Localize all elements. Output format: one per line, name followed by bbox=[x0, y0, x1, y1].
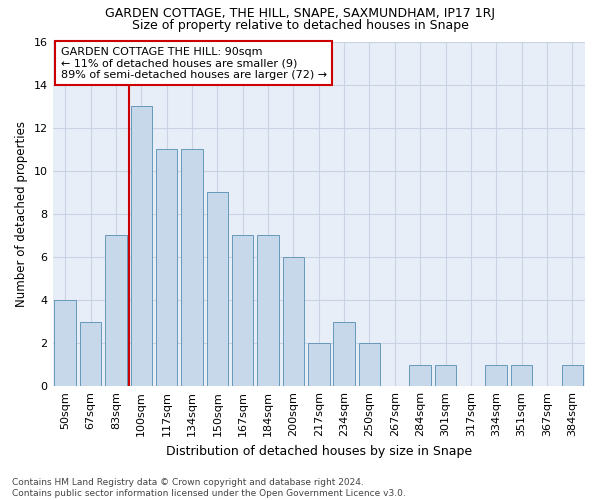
Bar bbox=[131, 106, 152, 386]
Bar bbox=[308, 343, 329, 386]
Bar bbox=[511, 364, 532, 386]
Text: Contains HM Land Registry data © Crown copyright and database right 2024.
Contai: Contains HM Land Registry data © Crown c… bbox=[12, 478, 406, 498]
Bar bbox=[562, 364, 583, 386]
Bar bbox=[359, 343, 380, 386]
Bar bbox=[334, 322, 355, 386]
Bar bbox=[55, 300, 76, 386]
Y-axis label: Number of detached properties: Number of detached properties bbox=[15, 121, 28, 307]
Bar bbox=[232, 236, 253, 386]
Bar bbox=[80, 322, 101, 386]
Bar bbox=[206, 192, 228, 386]
Text: GARDEN COTTAGE THE HILL: 90sqm
← 11% of detached houses are smaller (9)
89% of s: GARDEN COTTAGE THE HILL: 90sqm ← 11% of … bbox=[61, 46, 326, 80]
Bar bbox=[257, 236, 279, 386]
Text: Size of property relative to detached houses in Snape: Size of property relative to detached ho… bbox=[131, 18, 469, 32]
Bar bbox=[181, 149, 203, 386]
Text: GARDEN COTTAGE, THE HILL, SNAPE, SAXMUNDHAM, IP17 1RJ: GARDEN COTTAGE, THE HILL, SNAPE, SAXMUND… bbox=[105, 8, 495, 20]
Bar bbox=[435, 364, 457, 386]
Bar bbox=[105, 236, 127, 386]
X-axis label: Distribution of detached houses by size in Snape: Distribution of detached houses by size … bbox=[166, 444, 472, 458]
Bar bbox=[156, 149, 178, 386]
Bar bbox=[283, 257, 304, 386]
Bar bbox=[409, 364, 431, 386]
Bar bbox=[485, 364, 507, 386]
